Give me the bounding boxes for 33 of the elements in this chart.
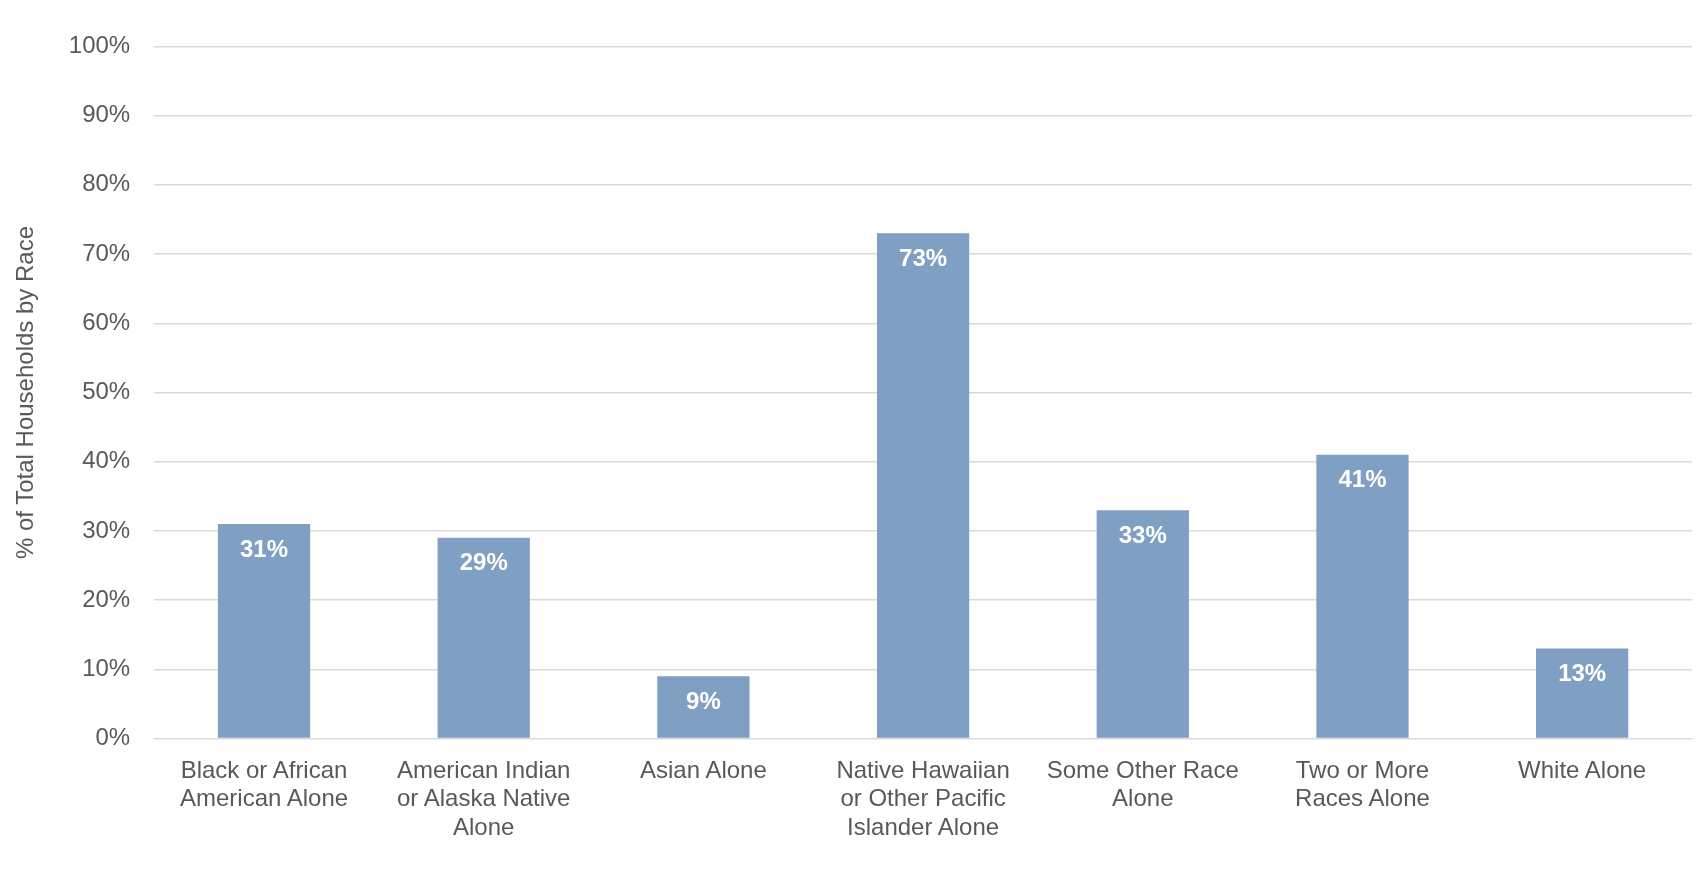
- x-tick-label: Asian Alone: [640, 755, 767, 783]
- bar: [876, 233, 970, 738]
- data-label: 73%: [899, 243, 948, 271]
- bar: [217, 524, 311, 738]
- y-axis-title: % of Total Households by Race: [11, 225, 39, 560]
- y-tick-label: 90%: [82, 100, 131, 128]
- y-tick-label: 70%: [82, 238, 131, 266]
- x-tick-label: Two or More Races Alone: [1295, 755, 1430, 812]
- data-label: 31%: [240, 534, 289, 562]
- y-tick-label: 10%: [82, 654, 131, 682]
- y-tick-label: 50%: [82, 377, 131, 405]
- x-tick-label: Black or African American Alone: [179, 755, 349, 812]
- bar: [1536, 648, 1629, 738]
- x-tick-label: Some Other Race Alone: [1046, 755, 1239, 812]
- bar: [1096, 510, 1189, 738]
- data-label: 33%: [1118, 520, 1167, 548]
- data-label: 29%: [459, 548, 508, 576]
- y-tick-label: 80%: [82, 169, 131, 197]
- data-label: 13%: [1558, 659, 1607, 687]
- bar: [657, 676, 750, 738]
- y-tick-label: 20%: [82, 584, 131, 612]
- y-tick-label: 40%: [82, 446, 131, 474]
- x-tick-label: Native Hawaiian or Other Pacific Islander Alone: [836, 755, 1010, 841]
- x-tick-label: White Alone: [1518, 755, 1647, 783]
- data-label: 9%: [686, 686, 721, 714]
- bar: [437, 537, 530, 738]
- data-label: 41%: [1338, 465, 1387, 493]
- y-tick-label: 60%: [82, 307, 131, 335]
- y-tick-label: 30%: [82, 515, 131, 543]
- bar: [1316, 454, 1409, 738]
- y-tick-label: 100%: [68, 31, 131, 59]
- x-tick-label: American Indian or Alaska Native Alone: [397, 755, 571, 841]
- y-tick-label: 0%: [95, 723, 131, 751]
